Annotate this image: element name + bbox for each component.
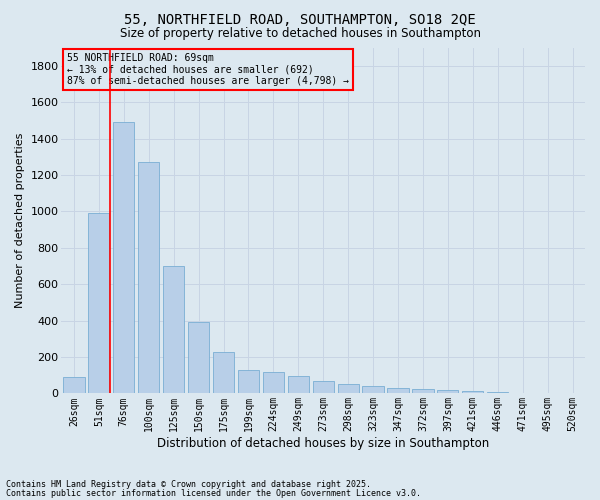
Text: 55 NORTHFIELD ROAD: 69sqm
← 13% of detached houses are smaller (692)
87% of semi: 55 NORTHFIELD ROAD: 69sqm ← 13% of detac… [67,52,349,86]
Bar [163,266,184,394]
Bar [338,384,359,394]
Bar [512,393,533,394]
Text: Size of property relative to detached houses in Southampton: Size of property relative to detached ho… [119,28,481,40]
Bar [288,376,309,394]
Bar [213,352,234,394]
Y-axis label: Number of detached properties: Number of detached properties [15,133,25,308]
Bar [88,213,109,394]
Bar [113,122,134,394]
Bar [138,162,160,394]
Bar [362,386,383,394]
Text: Contains HM Land Registry data © Crown copyright and database right 2025.: Contains HM Land Registry data © Crown c… [6,480,371,489]
Bar [64,377,85,394]
Text: 55, NORTHFIELD ROAD, SOUTHAMPTON, SO18 2QE: 55, NORTHFIELD ROAD, SOUTHAMPTON, SO18 2… [124,12,476,26]
Bar [462,391,484,394]
Bar [437,390,458,394]
Bar [388,388,409,394]
Bar [487,392,508,394]
Bar [188,322,209,394]
X-axis label: Distribution of detached houses by size in Southampton: Distribution of detached houses by size … [157,437,490,450]
Bar [313,380,334,394]
Text: Contains public sector information licensed under the Open Government Licence v3: Contains public sector information licen… [6,488,421,498]
Bar [263,372,284,394]
Bar [238,370,259,394]
Bar [412,390,434,394]
